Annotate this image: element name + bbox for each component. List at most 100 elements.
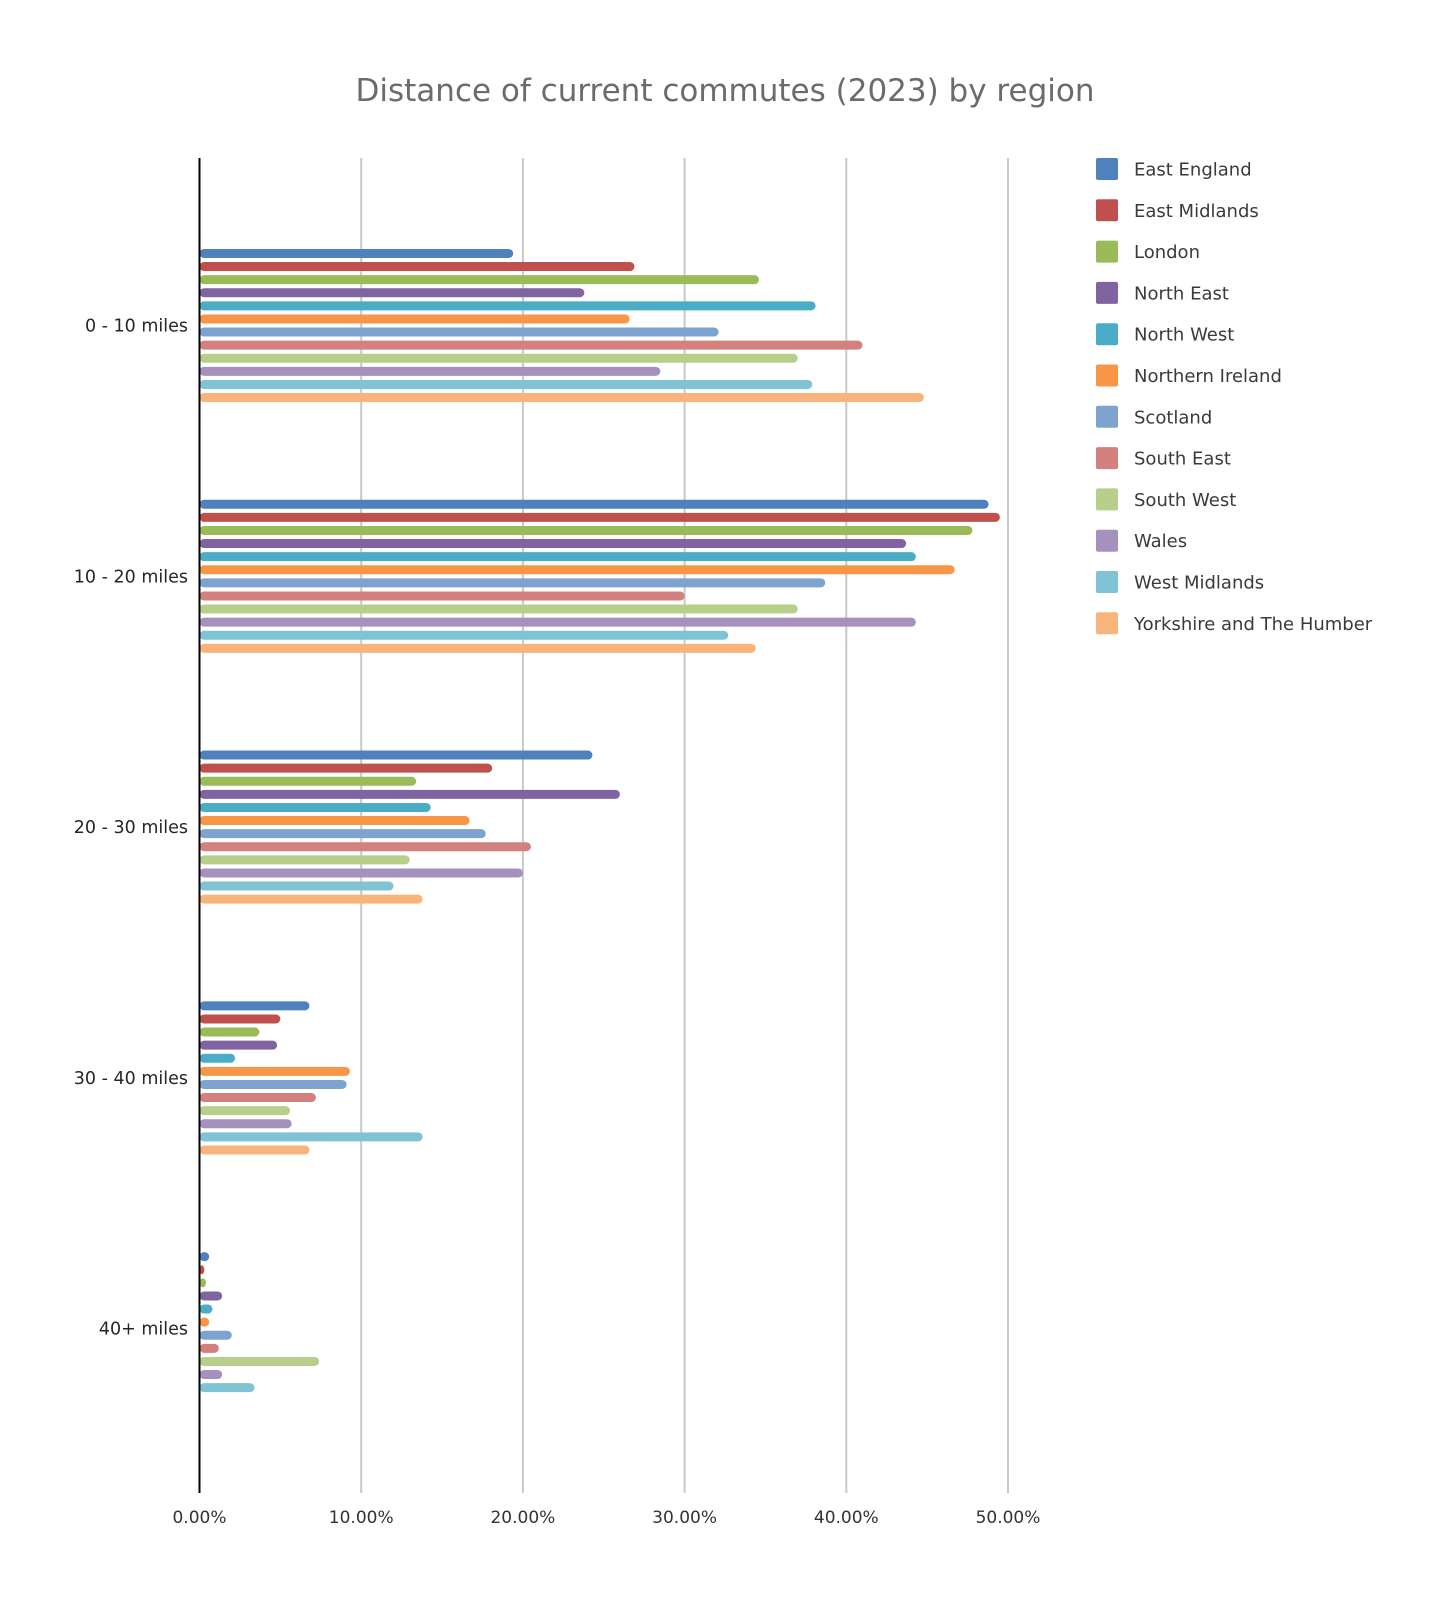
bar-london xyxy=(199,776,417,786)
legend-label: West Midlands xyxy=(1134,573,1264,594)
legend-swatch xyxy=(1096,571,1118,593)
legend: East England East Midlands London North Eas… xyxy=(1096,158,1373,635)
legend-swatch xyxy=(1096,240,1118,263)
legend-swatch xyxy=(1096,199,1118,222)
bar-south-west xyxy=(199,1106,291,1116)
legend-item: Northern Ireland xyxy=(1096,364,1282,387)
legend-label: Wales xyxy=(1134,531,1187,552)
bar-wales xyxy=(199,617,916,627)
bar-north-east xyxy=(199,789,620,799)
bar-south-west xyxy=(199,1356,320,1366)
x-axis-tick-labels: 0.00% 10.00% 20.00% 30.00% 40.00% 50.00% xyxy=(172,1508,1040,1528)
category-label: 0 - 10 miles xyxy=(85,317,188,337)
bar-east-midlands xyxy=(199,763,493,773)
bar-north-east xyxy=(199,1291,223,1301)
bar-north-west xyxy=(199,1304,213,1314)
bar-yorkshire-and-the-humber xyxy=(199,1145,310,1155)
bar-northern-ireland xyxy=(199,314,630,324)
category-label: 20 - 30 miles xyxy=(74,818,188,838)
bar-yorkshire-and-the-humber xyxy=(199,643,756,653)
legend-swatch xyxy=(1096,364,1118,387)
legend-swatch xyxy=(1096,488,1118,511)
bar-south-east xyxy=(199,340,863,350)
bar-north-west xyxy=(199,1053,236,1063)
bar-east-england xyxy=(199,1001,310,1011)
bar-scotland xyxy=(199,1330,232,1340)
bar-south-east xyxy=(199,1343,219,1353)
legend-label: Northern Ireland xyxy=(1134,366,1282,387)
bar-wales xyxy=(199,1119,292,1129)
legend-swatch xyxy=(1096,281,1118,304)
legend-swatch xyxy=(1096,612,1118,635)
bar-east-midlands xyxy=(199,512,1000,522)
bar-north-west xyxy=(199,301,816,311)
bar-north-east xyxy=(199,539,907,549)
bar-london xyxy=(199,275,759,285)
legend-item: South East xyxy=(1096,447,1231,470)
bar-south-east xyxy=(199,591,685,601)
bar-south-west xyxy=(199,855,410,865)
bar-scotland xyxy=(199,327,719,337)
legend-swatch xyxy=(1096,529,1118,552)
bar-scotland xyxy=(199,1079,347,1089)
bar-south-west xyxy=(199,353,798,363)
bar-northern-ireland xyxy=(199,565,955,575)
legend-item: East England xyxy=(1096,158,1252,181)
legend-item: North West xyxy=(1096,323,1234,346)
legend-item: Yorkshire and The Humber xyxy=(1096,612,1373,635)
bar-west-midlands xyxy=(199,1383,255,1393)
legend-label: East England xyxy=(1134,160,1252,181)
bar-east-england xyxy=(199,750,593,760)
legend-swatch xyxy=(1096,323,1118,346)
bar-south-west xyxy=(199,604,798,614)
bar-london xyxy=(199,525,973,535)
legend-label: East Midlands xyxy=(1134,201,1259,222)
legend-label: Yorkshire and The Humber xyxy=(1133,614,1373,635)
legend-swatch xyxy=(1096,447,1118,470)
bar-west-midlands xyxy=(199,881,394,891)
legend-item: Scotland xyxy=(1096,405,1212,428)
category-label: 10 - 20 miles xyxy=(74,567,188,587)
legend-label: Scotland xyxy=(1134,407,1212,428)
bar-east-midlands xyxy=(199,1265,205,1275)
bar-north-west xyxy=(199,552,916,562)
bar-northern-ireland xyxy=(199,816,470,826)
bar-east-england xyxy=(199,499,989,509)
bar-yorkshire-and-the-humber xyxy=(199,393,924,403)
x-tick-label: 0.00% xyxy=(172,1508,226,1528)
bar-northern-ireland xyxy=(199,1317,210,1327)
bar-wales xyxy=(199,366,661,376)
legend-item: London xyxy=(1096,240,1200,263)
bar-london xyxy=(199,1278,206,1288)
bar-yorkshire-and-the-humber xyxy=(199,894,423,904)
bar-west-midlands xyxy=(199,630,729,640)
y-axis-category-labels: 0 - 10 miles 10 - 20 miles 20 - 30 miles 30… xyxy=(74,317,188,1340)
x-tick-label: 30.00% xyxy=(652,1508,717,1528)
legend-label: London xyxy=(1134,242,1200,263)
x-tick-label: 10.00% xyxy=(329,1508,394,1528)
legend-swatch xyxy=(1096,405,1118,428)
x-tick-label: 50.00% xyxy=(976,1508,1041,1528)
legend-item: South West xyxy=(1096,488,1236,511)
category-label: 30 - 40 miles xyxy=(74,1069,188,1089)
legend-label: North West xyxy=(1134,325,1234,346)
bar-south-east xyxy=(199,842,531,852)
category-label: 40+ miles xyxy=(99,1320,188,1340)
legend-label: South West xyxy=(1134,490,1236,511)
bar-north-east xyxy=(199,1040,278,1050)
x-tick-label: 40.00% xyxy=(814,1508,879,1528)
bar-east-midlands xyxy=(199,262,635,272)
bar-london xyxy=(199,1027,260,1037)
legend-label: South East xyxy=(1134,449,1231,470)
legend-label: North East xyxy=(1134,283,1229,304)
legend-item: Wales xyxy=(1096,529,1187,552)
chart-title: Distance of current commutes (2023) by r… xyxy=(356,73,1095,109)
bar-south-east xyxy=(199,1093,316,1103)
bar-west-midlands xyxy=(199,1132,423,1142)
x-tick-label: 20.00% xyxy=(490,1508,555,1528)
bar-west-midlands xyxy=(199,379,813,389)
bar-east-england xyxy=(199,248,514,258)
bar-north-east xyxy=(199,288,585,298)
bar-scotland xyxy=(199,829,486,839)
